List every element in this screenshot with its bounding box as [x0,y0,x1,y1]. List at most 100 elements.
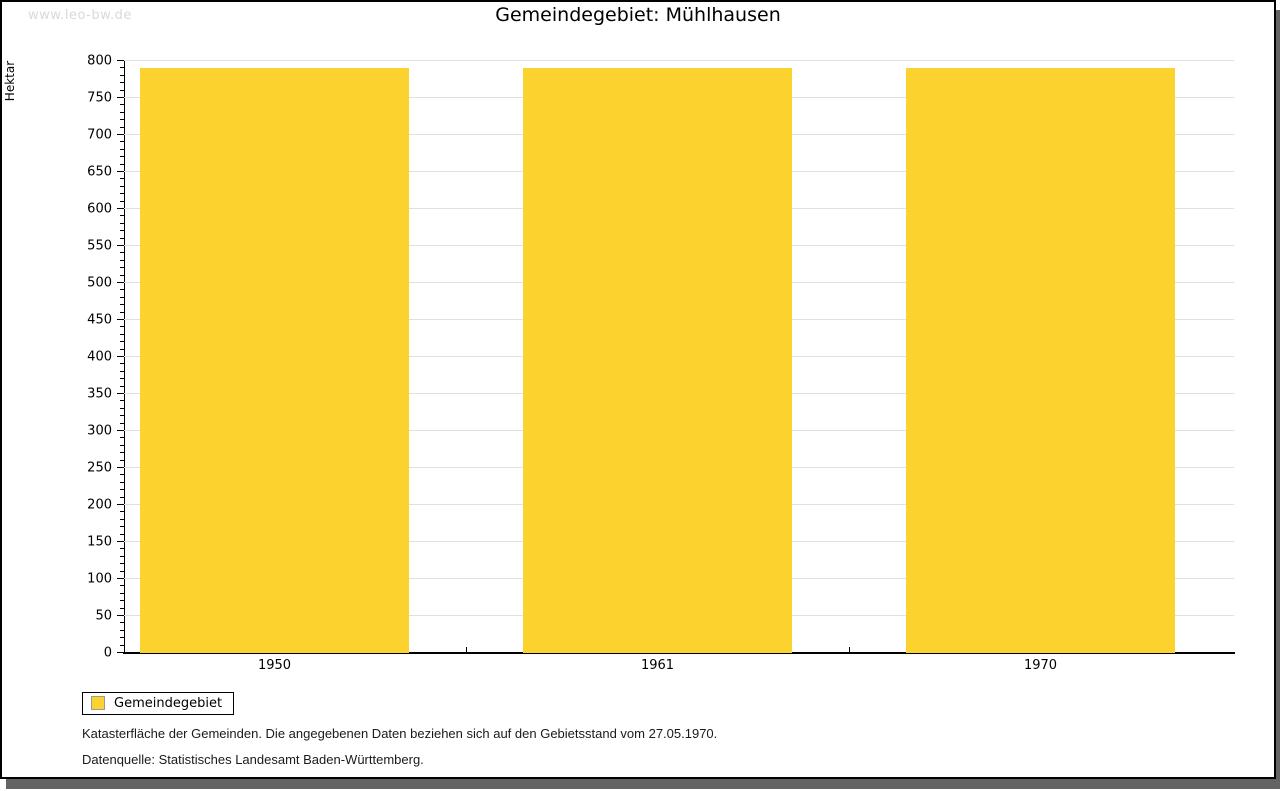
y-tick-minor-310 [120,423,124,424]
y-tick-major-750 [117,97,124,98]
y-tick-minor-520 [120,267,124,268]
y-tick-major-700 [117,134,124,135]
x-tick-label-1961: 1961 [640,658,675,673]
y-tick-minor-380 [120,371,124,372]
y-tick-minor-360 [120,386,124,387]
y-tick-minor-530 [120,260,124,261]
y-tick-label-300: 300 [87,423,112,439]
y-tick-minor-730 [120,112,124,113]
footnote-source: Datenquelle: Statistisches Landesamt Bad… [82,752,424,767]
y-tick-minor-630 [120,186,124,187]
y-tick-minor-180 [120,519,124,520]
y-tick-minor-10 [120,645,124,646]
y-tick-minor-190 [120,511,124,512]
y-tick-major-300 [117,430,124,431]
y-tick-minor-770 [120,82,124,83]
y-tick-major-50 [117,615,124,616]
y-tick-major-350 [117,393,124,394]
legend-swatch-icon [91,696,105,710]
plot-area: 0 50 100 150 200 250 300 350 400 450 500 550 600 650 7… [87,55,1235,673]
y-tick-major-200 [117,504,124,505]
y-tick-minor-90 [120,585,124,586]
y-tick-minor-130 [120,556,124,557]
y-tick-label-350: 350 [87,386,112,402]
y-tick-minor-410 [120,349,124,350]
y-tick-minor-70 [120,600,124,601]
y-tick-minor-440 [120,326,124,327]
gridline-800 [124,60,1234,61]
y-tick-minor-290 [120,437,124,438]
y-tick-minor-570 [120,230,124,231]
y-tick-minor-30 [120,630,124,631]
y-tick-minor-790 [120,67,124,68]
y-tick-major-800 [117,60,124,61]
y-tick-label-650: 650 [87,164,112,180]
y-tick-label-750: 750 [87,90,112,106]
y-tick-minor-120 [120,563,124,564]
y-tick-label-250: 250 [87,460,112,476]
y-tick-minor-580 [120,223,124,224]
y-tick-label-500: 500 [87,275,112,291]
y-tick-minor-210 [120,497,124,498]
y-tick-label-100: 100 [87,571,112,587]
y-tick-minor-490 [120,289,124,290]
y-tick-minor-240 [120,474,124,475]
y-tick-major-650 [117,171,124,172]
y-tick-minor-470 [120,304,124,305]
y-tick-minor-480 [120,297,124,298]
watermark: www.leo-bw.de [28,8,132,23]
y-tick-minor-430 [120,334,124,335]
y-tick-minor-720 [120,119,124,120]
y-tick-minor-460 [120,312,124,313]
y-tick-minor-680 [120,149,124,150]
y-tick-label-400: 400 [87,349,112,365]
y-tick-minor-390 [120,363,124,364]
y-tick-minor-320 [120,415,124,416]
y-tick-minor-80 [120,593,124,594]
y-tick-label-0: 0 [103,645,112,661]
y-tick-minor-60 [120,608,124,609]
y-tick-label-800: 800 [87,53,112,69]
y-tick-minor-160 [120,534,124,535]
legend: Gemeindegebiet [82,692,235,715]
y-tick-minor-230 [120,482,124,483]
y-tick-major-250 [117,467,124,468]
y-tick-minor-780 [120,75,124,76]
x-axis-separator-tick-1 [849,647,850,652]
y-tick-major-150 [117,541,124,542]
y-tick-minor-170 [120,526,124,527]
y-axis-line [124,61,125,653]
y-tick-minor-40 [120,622,124,623]
y-tick-minor-640 [120,178,124,179]
y-tick-label-700: 700 [87,127,112,143]
y-tick-minor-660 [120,164,124,165]
y-tick-major-100 [117,578,124,579]
y-tick-major-600 [117,208,124,209]
x-tick-label-1970: 1970 [1023,658,1058,673]
y-tick-major-450 [117,319,124,320]
footnote-description: Katasterfläche der Gemeinden. Die angege… [82,726,718,741]
y-tick-major-400 [117,356,124,357]
y-tick-minor-270 [120,452,124,453]
bar-1961 [523,68,792,653]
y-tick-label-550: 550 [87,238,112,254]
y-tick-minor-760 [120,90,124,91]
y-tick-minor-670 [120,156,124,157]
y-tick-minor-510 [120,275,124,276]
x-tick-label-1950: 1950 [257,658,292,673]
y-tick-minor-740 [120,104,124,105]
y-tick-minor-340 [120,400,124,401]
y-tick-major-0 [117,652,124,653]
chart-title: Gemeindegebiet: Mühlhausen [495,4,781,26]
y-tick-label-150: 150 [87,534,112,550]
y-tick-major-550 [117,245,124,246]
y-tick-minor-330 [120,408,124,409]
y-tick-minor-690 [120,141,124,142]
y-tick-major-500 [117,282,124,283]
x-axis-line [123,652,1235,654]
y-tick-minor-540 [120,252,124,253]
y-tick-minor-590 [120,215,124,216]
y-tick-minor-260 [120,460,124,461]
y-tick-minor-20 [120,637,124,638]
y-tick-minor-140 [120,548,124,549]
